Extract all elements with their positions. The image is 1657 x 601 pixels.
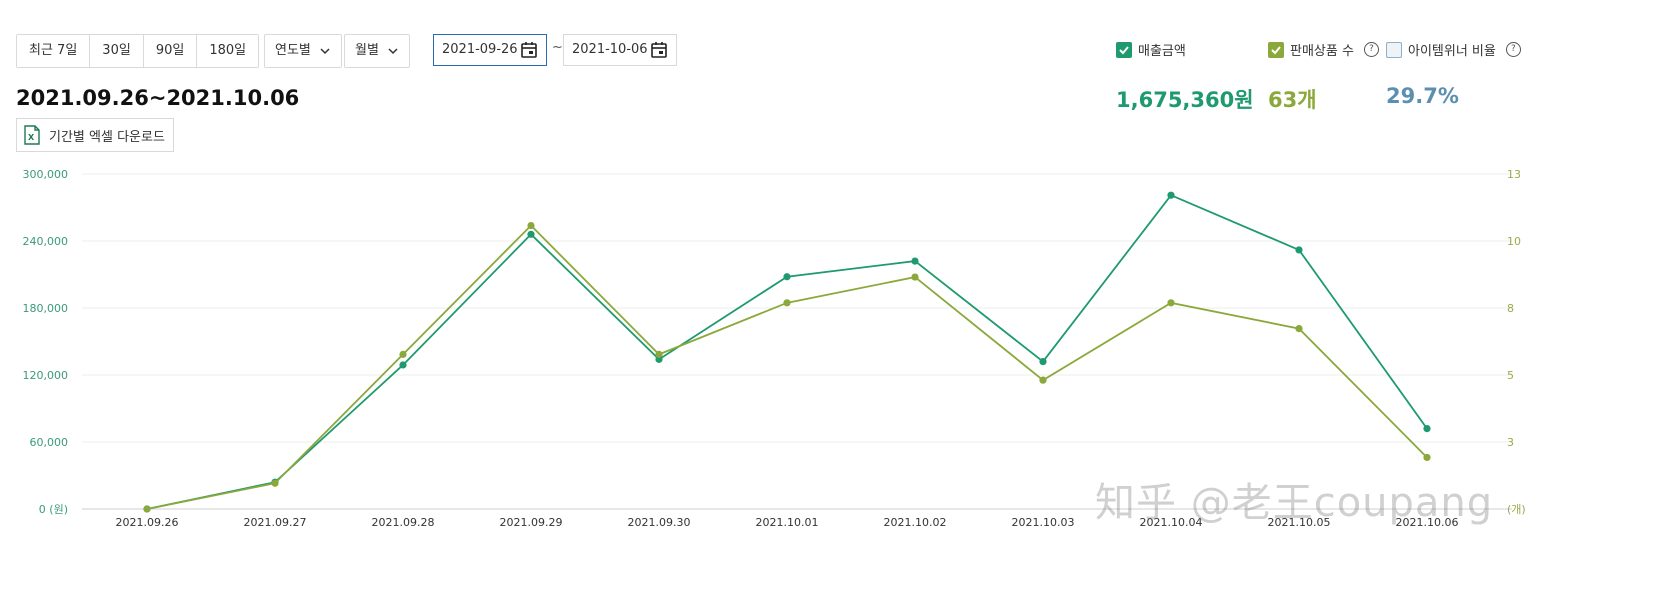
right-axis-unit: (개) [1507,503,1526,516]
monthly-dropdown-label: 월별 [355,43,379,58]
calendar-icon [521,42,537,58]
data-point [1039,358,1047,366]
excel-download-button[interactable]: X 기간별 엑셀 다운로드 [16,118,174,152]
data-point [1039,376,1047,384]
right-axis-tick: 10 [1507,235,1521,248]
yearly-dropdown[interactable]: 연도별 [264,34,342,68]
range-30days-button[interactable]: 30일 [90,35,144,67]
x-axis-tick: 2021.10.06 [1396,516,1459,529]
yearly-dropdown-label: 연도별 [275,43,311,58]
right-axis-tick: 3 [1507,436,1514,449]
date-range-separator: ~ [552,40,563,55]
data-point [1423,425,1431,433]
data-point [783,299,791,307]
chevron-down-icon [320,48,330,55]
date-to-input[interactable]: 2021-10-06 [563,34,677,66]
right-axis-tick: 5 [1507,369,1514,382]
date-to-value: 2021-10-06 [572,42,648,57]
x-axis-tick: 2021.09.29 [500,516,563,529]
help-icon[interactable]: ? [1363,42,1379,57]
period-title: 2021.09.26~2021.10.06 [16,86,300,110]
chevron-down-icon [388,48,398,55]
data-point [911,257,919,265]
data-point [527,221,535,230]
series-line-1 [146,224,1428,510]
data-point [143,505,151,513]
legend-item-winner-ratio-label: 아이템위너 비율 [1408,44,1496,59]
date-from-input[interactable]: 2021-09-26 [433,34,547,66]
data-point [1295,325,1303,333]
stat-item-winner-ratio: 29.7% [1386,84,1459,108]
range-7days-button[interactable]: 최근 7일 [17,35,91,67]
checkbox-checked-icon[interactable] [1116,41,1132,58]
excel-file-icon: X [24,125,40,145]
right-axis-tick: 8 [1507,302,1514,315]
data-point [1295,246,1303,254]
left-axis-tick: 120,000 [23,369,69,382]
date-from-value: 2021-09-26 [442,42,518,57]
right-axis-tick: 13 [1507,168,1521,181]
data-point [1423,453,1431,462]
stat-items-sold: 63개 [1268,88,1317,112]
x-axis-tick: 2021.09.27 [244,516,307,529]
range-180days-button[interactable]: 180일 [197,35,259,67]
data-point [399,361,407,369]
data-point [1167,191,1175,199]
data-point [911,273,919,281]
data-point [655,355,663,363]
range-90days-button[interactable]: 90일 [143,35,198,67]
x-axis-tick: 2021.10.05 [1268,516,1331,529]
legend-item-winner-ratio[interactable]: 아이템위너 비율 ? [1386,40,1521,59]
data-point [399,350,407,358]
legend-items-sold[interactable]: 판매상품 수 ? [1268,40,1379,59]
x-axis-tick: 2021.09.30 [628,516,691,529]
data-point [527,230,535,238]
data-point [783,273,791,281]
x-axis-tick: 2021.09.28 [372,516,435,529]
left-axis-tick: 60,000 [30,436,69,449]
x-axis-tick: 2021.10.02 [884,516,947,529]
left-axis-tick: 180,000 [23,302,69,315]
legend-sales-amount[interactable]: 매출금액 [1116,40,1186,59]
monthly-dropdown[interactable]: 월별 [344,34,410,68]
x-axis-tick: 2021.10.03 [1012,516,1075,529]
calendar-icon [651,42,667,58]
series-line-0 [146,194,1428,510]
data-point [655,350,663,358]
excel-download-label: 기간별 엑셀 다운로드 [49,129,165,145]
legend-sales-amount-label: 매출금액 [1138,44,1186,59]
help-icon[interactable]: ? [1505,42,1521,57]
svg-text:X: X [28,133,35,142]
left-axis-tick: 300,000 [23,168,69,181]
data-point [271,479,279,487]
x-axis-tick: 2021.10.04 [1140,516,1203,529]
left-axis-tick: 240,000 [23,235,69,248]
watermark: 知乎 @老王coupang [1095,480,1494,526]
stat-sales-amount: 1,675,360원 [1116,88,1254,112]
legend-items-sold-label: 판매상품 수 [1290,44,1354,59]
left-axis-tick: 0 (원) [39,503,68,516]
x-axis-tick: 2021.09.26 [116,516,179,529]
data-point [1167,299,1175,307]
checkbox-checked-icon[interactable] [1268,41,1284,58]
quick-range-group: 최근 7일 30일 90일 180일 [16,34,260,68]
checkbox-unchecked-icon[interactable] [1386,41,1402,58]
x-axis-tick: 2021.10.01 [756,516,819,529]
